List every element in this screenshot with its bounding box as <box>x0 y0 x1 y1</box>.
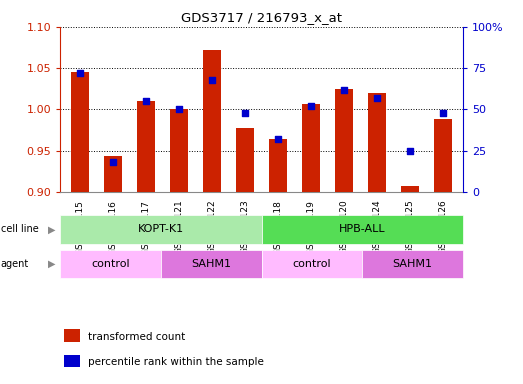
Bar <box>60 215 262 244</box>
Bar <box>203 50 221 192</box>
Text: cell line: cell line <box>1 224 38 235</box>
Point <box>241 110 249 116</box>
Bar <box>104 156 122 192</box>
Point <box>109 159 117 166</box>
Text: percentile rank within the sample: percentile rank within the sample <box>88 358 264 367</box>
Point <box>406 148 414 154</box>
Bar <box>137 101 155 192</box>
Bar <box>60 250 161 278</box>
Text: agent: agent <box>1 259 29 269</box>
Point <box>76 70 84 76</box>
Text: control: control <box>292 259 331 269</box>
Point <box>373 95 381 101</box>
Bar <box>64 329 81 341</box>
Point <box>175 106 183 113</box>
Bar <box>302 104 320 192</box>
Bar <box>362 250 463 278</box>
Text: KOPT-K1: KOPT-K1 <box>138 224 184 235</box>
Point <box>307 103 315 109</box>
Bar <box>262 215 463 244</box>
Text: transformed count: transformed count <box>88 331 186 341</box>
Text: ▶: ▶ <box>48 259 55 269</box>
Text: ▶: ▶ <box>48 224 55 235</box>
Bar <box>368 93 386 192</box>
Point <box>208 77 216 83</box>
Text: SAHM1: SAHM1 <box>191 259 231 269</box>
Bar <box>64 355 81 367</box>
Text: SAHM1: SAHM1 <box>393 259 433 269</box>
Bar <box>236 127 254 192</box>
Bar <box>170 109 188 192</box>
Point <box>439 110 447 116</box>
Bar <box>71 72 89 192</box>
Point <box>274 136 282 142</box>
Bar <box>161 250 262 278</box>
Point <box>142 98 150 104</box>
Bar <box>401 186 419 192</box>
Point <box>340 86 348 93</box>
Bar <box>262 250 362 278</box>
Bar <box>335 89 353 192</box>
Bar <box>269 139 287 192</box>
Text: control: control <box>91 259 130 269</box>
Bar <box>434 119 452 192</box>
Text: HPB-ALL: HPB-ALL <box>339 224 385 235</box>
Title: GDS3717 / 216793_x_at: GDS3717 / 216793_x_at <box>181 11 342 24</box>
